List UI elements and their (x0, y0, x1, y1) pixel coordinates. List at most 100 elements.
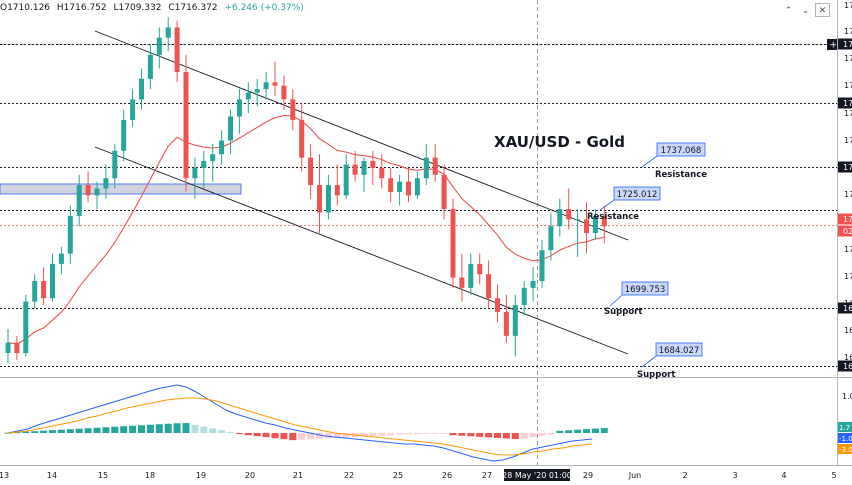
macd-histogram-bar (485, 433, 493, 438)
candle-body (236, 99, 242, 117)
macd-histogram-bar (333, 433, 341, 438)
candle-body (575, 219, 581, 221)
macd-histogram-bar (405, 433, 412, 435)
ohlc-change: +6.246 (+0.37%) (224, 3, 304, 13)
macd-histogram-bar (378, 433, 386, 436)
macd-axis-label: 1.7 (839, 424, 850, 432)
macd-histogram-bar (129, 425, 137, 433)
price-axis-label: 17 (844, 245, 852, 254)
zone-box (0, 183, 242, 195)
macd-histogram-bar (431, 433, 439, 434)
macd-histogram-bar (289, 433, 297, 441)
candle-body (290, 99, 296, 120)
candle-body (539, 250, 545, 282)
candle-body (308, 157, 314, 186)
candle-body (334, 185, 340, 196)
macd-axis-tag (838, 422, 852, 432)
price-axis[interactable]: 1717171717171717171717161616161717171702… (827, 1, 852, 372)
time-axis-label: 14 (47, 471, 57, 480)
macd-histogram-bar (22, 431, 30, 433)
price-tag-label: 17 (843, 163, 852, 172)
time-axis-label: 3 (732, 471, 737, 480)
time-axis-label: Jun (628, 471, 642, 480)
time-axis-label: 19 (196, 471, 206, 480)
signal-line (7, 397, 593, 456)
candle-body (121, 119, 127, 151)
candle-body (94, 188, 100, 196)
resistance-label-2: Resistance (587, 212, 639, 222)
ohlc-open: O1710.126 (0, 3, 51, 13)
chevron-down-icon[interactable]: ⌄ (801, 5, 810, 15)
time-axis-label: 5 (831, 471, 836, 480)
macd-histogram-bar (155, 424, 163, 433)
pane-toolbar: ⌃ ⌄ ✕ (781, 3, 830, 17)
chart-title: XAU/USD - Gold (494, 133, 625, 151)
time-axis-label: 27 (482, 471, 492, 480)
price-axis-label: 17 (844, 1, 852, 10)
macd-histogram-bar (316, 433, 323, 439)
candle-body (272, 82, 278, 86)
price-axis-label: 17 (844, 27, 852, 36)
macd-histogram-bar (253, 433, 261, 437)
candle-body (50, 263, 55, 299)
macd-histogram-bar (556, 430, 564, 433)
candle-body (414, 178, 420, 196)
macd-histogram-bar (280, 433, 288, 440)
macd-histogram-bar (218, 430, 226, 433)
callout-value: 1725.012 (617, 190, 658, 200)
candle-body (388, 178, 394, 192)
chevron-up-icon[interactable]: ⌃ (784, 5, 793, 15)
candle-body (281, 85, 287, 100)
price-tag-label: 16 (843, 304, 852, 313)
macd-histogram-bar (396, 433, 404, 435)
macd-histogram-bar (520, 433, 528, 439)
candle-body (5, 342, 11, 354)
macd-axis-label: -3.0 (839, 446, 852, 454)
macd-histogram-bar (538, 433, 546, 436)
macd-axis-tag (838, 444, 852, 454)
price-axis-label: 16 (844, 326, 852, 335)
candle-body (530, 281, 536, 288)
time-axis[interactable]: 13 14 15 18 19 20 21 22 25 26 27 29 Jun 2 3 4 5 28 May '2… (0, 469, 837, 481)
time-axis-label: 29 (583, 471, 593, 480)
candle-body (566, 209, 572, 220)
macd-histogram-bar (307, 433, 315, 440)
candlestick-series (5, 17, 607, 364)
macd-histogram-bar (120, 426, 128, 433)
candle-body (468, 263, 474, 288)
macd-histogram-bar (146, 424, 154, 433)
candle-body (361, 161, 367, 175)
channel-upper-line (94, 30, 629, 241)
price-axis-label: 17 (844, 54, 852, 63)
macd-line (7, 384, 593, 462)
macd-histogram-bar (244, 433, 252, 436)
macd-histogram-bar (262, 433, 270, 438)
macd-histogram-bar (227, 431, 234, 433)
candle-body (165, 27, 171, 38)
horizontal-levels (0, 44, 837, 367)
macd-histogram-bar (200, 426, 208, 433)
price-tag-label: 17 (843, 99, 852, 108)
candle-body (210, 154, 216, 162)
candle-body (58, 253, 64, 264)
candle-body (601, 215, 607, 227)
callout-value: 1737.068 (661, 146, 702, 156)
price-tag (838, 38, 852, 50)
moving-average-line (7, 114, 605, 345)
macd-histogram-bar (111, 426, 119, 433)
price-axis-label: 17 (844, 190, 852, 199)
macd-histogram-bar (574, 429, 582, 433)
macd-histogram-bar (271, 433, 279, 439)
time-axis-label: 2 (682, 471, 687, 480)
candle-body (592, 215, 598, 234)
price-tag (838, 360, 852, 372)
close-icon[interactable]: ✕ (815, 3, 830, 17)
candle-body (85, 185, 91, 196)
macd-histogram-bar (209, 428, 217, 433)
candle-body (459, 277, 465, 288)
macd-histogram-bar (182, 423, 190, 433)
candle-body (245, 92, 251, 100)
macd-histogram-bar (413, 433, 421, 435)
candle-body (406, 181, 411, 196)
